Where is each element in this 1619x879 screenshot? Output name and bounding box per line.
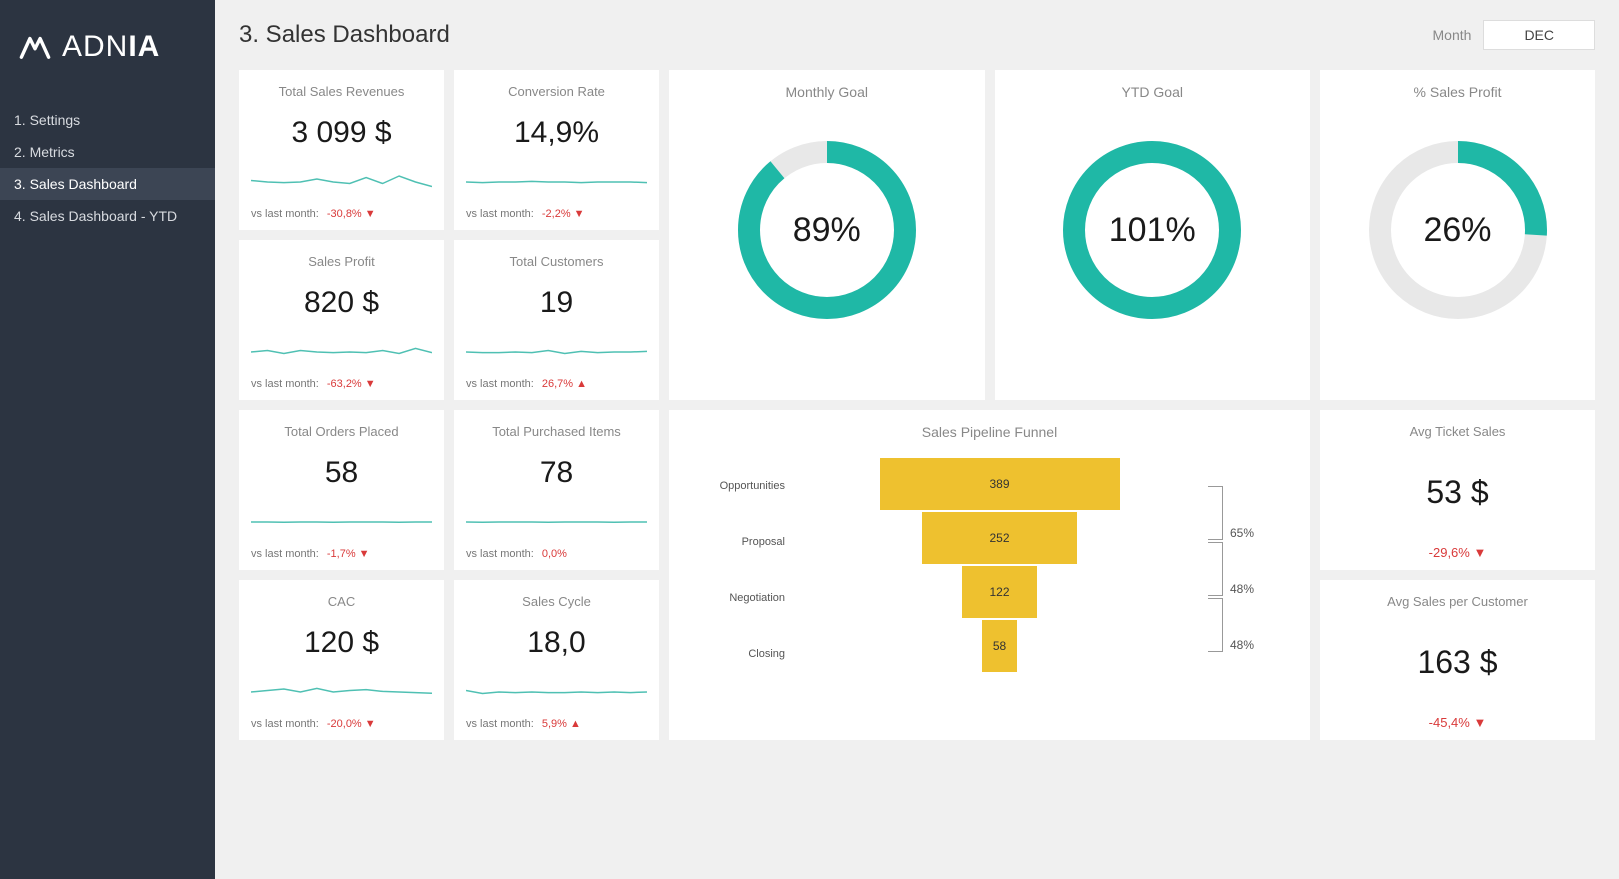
topbar: 3. Sales Dashboard Month DEC — [239, 20, 1595, 50]
funnel-stage-label-1: Proposal — [681, 514, 791, 570]
funnel-bar-2: 122 — [962, 566, 1037, 618]
kpi-card-0: Total Sales Revenues 3 099 $ vs last mon… — [239, 70, 444, 230]
dashboard-grid: Total Sales Revenues 3 099 $ vs last mon… — [239, 70, 1595, 740]
donut-card-1: YTD Goal 101% — [995, 70, 1311, 400]
kpi-title: Conversion Rate — [508, 84, 605, 99]
donut-title: YTD Goal — [1122, 84, 1183, 100]
donut-title: % Sales Profit — [1414, 84, 1502, 100]
funnel-bar-1: 252 — [922, 512, 1077, 564]
kpi-footer: vs last month: -2,2% — [466, 208, 647, 220]
kpi-title: Sales Cycle — [522, 594, 591, 609]
donut-label: 89% — [727, 130, 927, 330]
logo-text: ADNIA — [62, 30, 160, 64]
kpi-value: 78 — [540, 456, 573, 490]
avg-value: 163 $ — [1417, 644, 1497, 681]
funnel-rate-1: 48% — [1208, 514, 1298, 570]
kpi-title: CAC — [328, 594, 355, 609]
funnel-bar-0: 389 — [880, 458, 1120, 510]
donut-title: Monthly Goal — [786, 84, 868, 100]
avg-card-1: Avg Sales per Customer 163 $ -45,4% — [1320, 580, 1595, 740]
kpi-delta: -1,7% — [327, 548, 370, 560]
kpi-value: 820 $ — [304, 286, 379, 320]
funnel-bar-3: 58 — [982, 620, 1018, 672]
kpi-footer: vs last month: -1,7% — [251, 548, 432, 560]
kpi-card-2: Sales Profit 820 $ vs last month: -63,2% — [239, 240, 444, 400]
kpi-delta: 5,9% — [542, 718, 581, 730]
kpi-footer: vs last month: -63,2% — [251, 378, 432, 390]
logo: ADNIA — [0, 20, 215, 104]
kpi-card-6: CAC 120 $ vs last month: -20,0% — [239, 580, 444, 740]
month-label: Month — [1433, 27, 1472, 43]
kpi-footer: vs last month: -30,8% — [251, 208, 432, 220]
sidebar: ADNIA 1. Settings2. Metrics3. Sales Dash… — [0, 0, 215, 879]
kpi-value: 120 $ — [304, 626, 379, 660]
funnel-title: Sales Pipeline Funnel — [922, 424, 1057, 440]
kpi-delta: 26,7% — [542, 378, 587, 390]
sidebar-item-3[interactable]: 4. Sales Dashboard - YTD — [0, 200, 215, 232]
kpi-delta: -2,2% — [542, 208, 585, 220]
kpi-footer: vs last month: 5,9% — [466, 718, 647, 730]
funnel-stage-label-3: Closing — [681, 626, 791, 682]
kpi-value: 14,9% — [514, 116, 599, 150]
kpi-footer: vs last month: -20,0% — [251, 718, 432, 730]
donut-chart: 101% — [1052, 130, 1252, 330]
kpi-title: Total Purchased Items — [492, 424, 621, 439]
funnel-rate-2: 48% — [1208, 570, 1298, 626]
kpi-value: 3 099 $ — [291, 116, 391, 150]
donut-card-0: Monthly Goal 89% — [669, 70, 985, 400]
donut-chart: 26% — [1358, 130, 1558, 330]
kpi-card-4: Total Orders Placed 58 vs last month: -1… — [239, 410, 444, 570]
funnel-stage-label-0: Opportunities — [681, 458, 791, 514]
sidebar-item-1[interactable]: 2. Metrics — [0, 136, 215, 168]
avg-value: 53 $ — [1426, 474, 1488, 511]
donut-label: 101% — [1052, 130, 1252, 330]
kpi-card-7: Sales Cycle 18,0 vs last month: 5,9% — [454, 580, 659, 740]
avg-title: Avg Sales per Customer — [1387, 594, 1528, 609]
kpi-delta: -63,2% — [327, 378, 376, 390]
avg-delta: -45,4% — [1429, 715, 1487, 730]
logo-icon — [18, 30, 52, 64]
month-picker: Month DEC — [1433, 20, 1595, 50]
donut-card-2: % Sales Profit 26% — [1320, 70, 1595, 400]
funnel-card: Sales Pipeline Funnel OpportunitiesPropo… — [669, 410, 1310, 740]
kpi-card-5: Total Purchased Items 78 vs last month: … — [454, 410, 659, 570]
funnel-stage-label-2: Negotiation — [681, 570, 791, 626]
page-title: 3. Sales Dashboard — [239, 21, 450, 49]
kpi-title: Total Sales Revenues — [279, 84, 405, 99]
donut-label: 26% — [1358, 130, 1558, 330]
avg-card-0: Avg Ticket Sales 53 $ -29,6% — [1320, 410, 1595, 570]
kpi-value: 18,0 — [527, 626, 585, 660]
sidebar-item-0[interactable]: 1. Settings — [0, 104, 215, 136]
kpi-card-3: Total Customers 19 vs last month: 26,7% — [454, 240, 659, 400]
avg-delta: -29,6% — [1429, 545, 1487, 560]
funnel-rate-0: 65% — [1208, 458, 1298, 514]
kpi-title: Sales Profit — [308, 254, 374, 269]
month-select[interactable]: DEC — [1483, 20, 1595, 50]
kpi-card-1: Conversion Rate 14,9% vs last month: -2,… — [454, 70, 659, 230]
kpi-title: Total Orders Placed — [284, 424, 398, 439]
sidebar-item-2[interactable]: 3. Sales Dashboard — [0, 168, 215, 200]
donut-chart: 89% — [727, 130, 927, 330]
nav-list: 1. Settings2. Metrics3. Sales Dashboard4… — [0, 104, 215, 232]
kpi-delta: -20,0% — [327, 718, 376, 730]
kpi-footer: vs last month: 0,0% — [466, 548, 647, 560]
kpi-value: 19 — [540, 286, 573, 320]
main: 3. Sales Dashboard Month DEC Total Sales… — [215, 0, 1619, 879]
avg-title: Avg Ticket Sales — [1410, 424, 1506, 439]
kpi-delta: -30,8% — [327, 208, 376, 220]
kpi-value: 58 — [325, 456, 358, 490]
kpi-title: Total Customers — [510, 254, 604, 269]
kpi-footer: vs last month: 26,7% — [466, 378, 647, 390]
kpi-delta: 0,0% — [542, 548, 567, 560]
